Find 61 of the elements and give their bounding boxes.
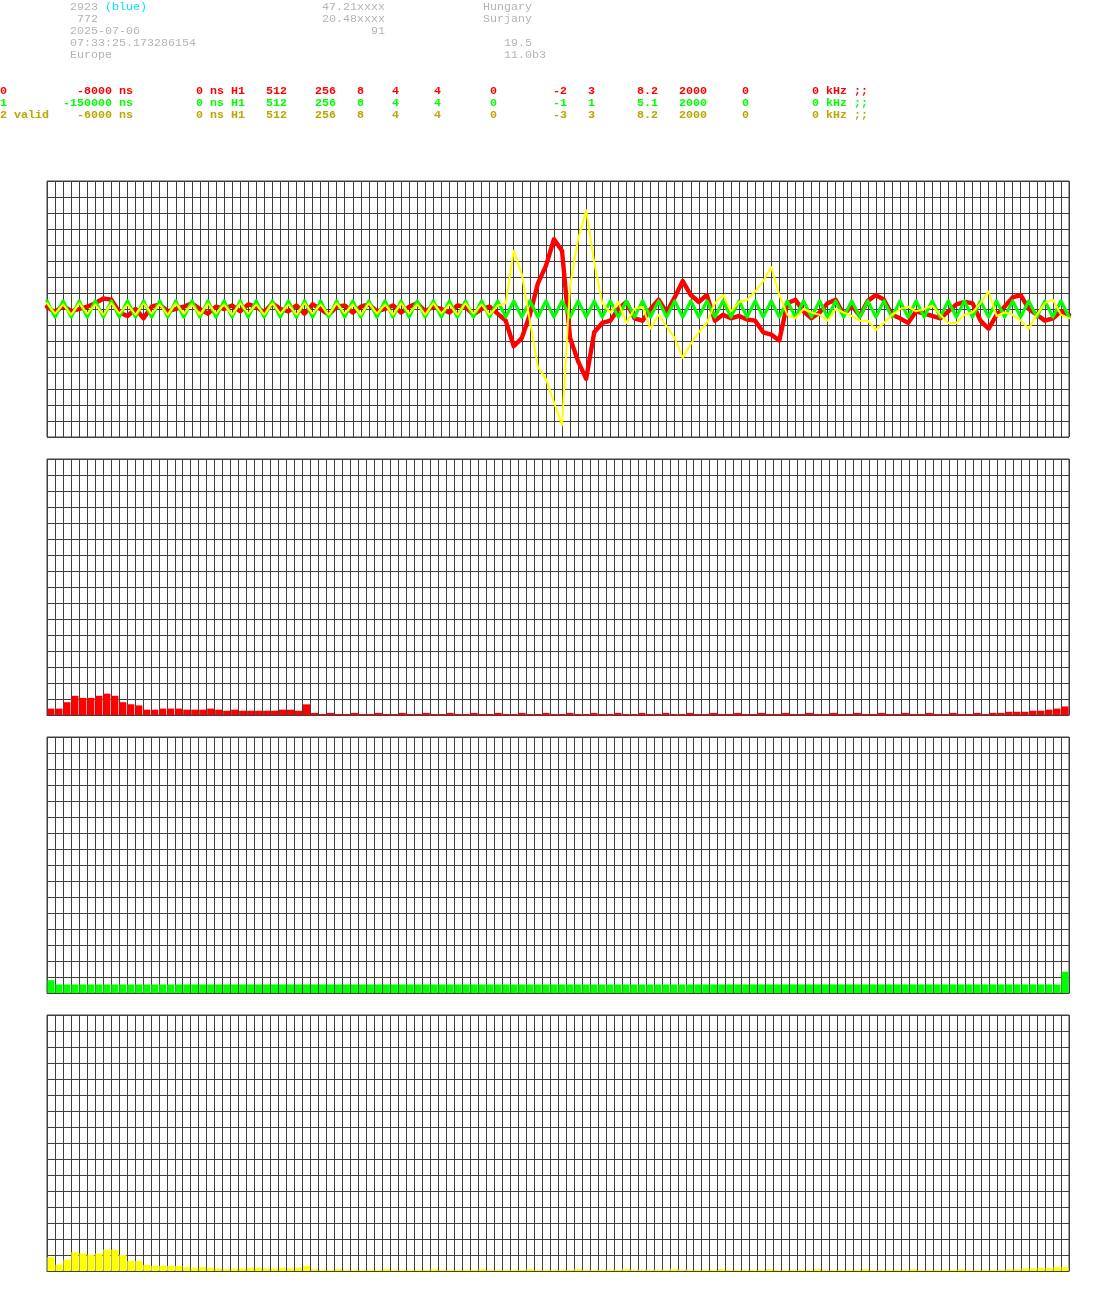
- text: 4: [392, 96, 399, 110]
- text: 0 ns: [196, 108, 224, 122]
- text: 20.48xxxx: [322, 12, 385, 26]
- text: 8: [357, 96, 364, 110]
- text: 2000: [679, 96, 707, 110]
- text: 5.1: [637, 96, 658, 110]
- text: 0 ns: [196, 84, 224, 98]
- text: 3: [588, 84, 595, 98]
- text: -6000 ns: [77, 108, 133, 122]
- text: 772: [77, 12, 98, 26]
- text: H1: [231, 84, 245, 98]
- text: 4: [392, 108, 399, 122]
- text: 0: [490, 96, 497, 110]
- text: Hungary: [483, 0, 532, 14]
- text: -3: [553, 108, 567, 122]
- text: 19.5: [504, 36, 532, 50]
- text: 0 ns: [196, 96, 224, 110]
- text: 2 valid: [0, 108, 49, 122]
- text: 0 kHz ;;: [812, 108, 868, 122]
- text: 8: [357, 108, 364, 122]
- text: -2: [553, 84, 567, 98]
- text: 0: [490, 84, 497, 98]
- text: 2923: [70, 0, 98, 14]
- text: 256: [315, 84, 336, 98]
- text: 2025-07-06: [70, 24, 140, 38]
- text: 2000: [679, 108, 707, 122]
- text: 4: [434, 84, 441, 98]
- text: 256: [315, 96, 336, 110]
- text: 4: [434, 96, 441, 110]
- text: -8000 ns: [77, 84, 133, 98]
- text: 0 kHz ;;: [812, 84, 868, 98]
- text: 0: [0, 84, 7, 98]
- text: H1: [231, 108, 245, 122]
- text: 47.21xxxx: [322, 0, 385, 14]
- text: 91: [371, 24, 385, 38]
- text: 0 kHz ;;: [812, 96, 868, 110]
- text: 0: [742, 84, 749, 98]
- text: 0: [742, 108, 749, 122]
- text: Europe: [70, 48, 112, 62]
- text: 4: [392, 84, 399, 98]
- text: 4: [434, 108, 441, 122]
- text: 512: [266, 84, 287, 98]
- text: (blue): [105, 0, 147, 14]
- text: 8.2: [637, 108, 658, 122]
- text: 8.2: [637, 84, 658, 98]
- text: 256: [315, 108, 336, 122]
- text: -150000 ns: [63, 96, 133, 110]
- text: 2000: [679, 84, 707, 98]
- text: H1: [231, 96, 245, 110]
- text: Surjany: [483, 12, 532, 26]
- text: 1: [0, 96, 7, 110]
- text: 07:33:25.173286154: [70, 36, 196, 50]
- text: -1: [553, 96, 567, 110]
- text: 8: [357, 84, 364, 98]
- text: 11.0b3: [504, 48, 546, 62]
- text: 512: [266, 108, 287, 122]
- text: 1: [588, 96, 595, 110]
- text: 0: [742, 96, 749, 110]
- text: 512: [266, 96, 287, 110]
- text: 3: [588, 108, 595, 122]
- text: 0: [490, 108, 497, 122]
